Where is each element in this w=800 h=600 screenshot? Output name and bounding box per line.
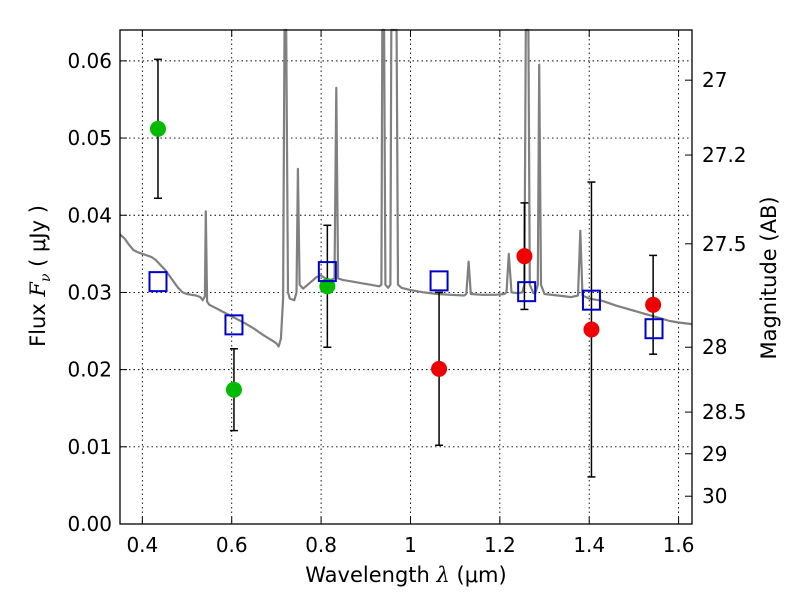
y-tick-label: 0.06 xyxy=(67,49,112,73)
model-flux-square xyxy=(429,270,449,292)
y2-tick-label: 30 xyxy=(702,484,727,508)
y2-tick-label: 27.5 xyxy=(702,232,747,256)
y2-tick-label: 29 xyxy=(702,442,727,466)
y2-tick-label: 27 xyxy=(702,68,727,92)
x-tick-label: 1.4 xyxy=(573,533,605,557)
y2-tick-label: 27.2 xyxy=(702,143,747,167)
y-tick-label: 0.00 xyxy=(67,512,112,536)
y-tick-label: 0.02 xyxy=(67,358,112,382)
y2-tick-label: 28.5 xyxy=(702,400,747,424)
y-tick-label: 0.05 xyxy=(67,126,112,150)
y-axis-label: Flux Fν ( μJy ) xyxy=(26,205,54,347)
y-tick-label: 0.01 xyxy=(67,435,112,459)
y-tick-label: 0.04 xyxy=(67,203,112,227)
y2-tick-label: 28 xyxy=(702,335,727,359)
model-flux-square xyxy=(517,281,537,303)
flux-point-red xyxy=(431,360,448,377)
model-flux-square xyxy=(581,289,601,311)
model-flux-square xyxy=(644,318,664,340)
x-tick-label: 0.8 xyxy=(305,533,337,557)
axis-ticks: 0.4 0.6 0.8 1 1.2 1.4 1.6 0.00 0.01 0.02 0.03 0.04 0… xyxy=(67,30,747,557)
model-flux-square xyxy=(317,261,337,283)
flux-point-green xyxy=(319,278,336,295)
y2-axis-label: Magnitude (AB) xyxy=(757,196,781,359)
model-flux-square xyxy=(224,314,244,336)
flux-point-green xyxy=(149,120,166,137)
flux-point-red xyxy=(645,296,662,313)
data-markers xyxy=(148,120,664,398)
x-tick-label: 1 xyxy=(404,533,417,557)
model-flux-square xyxy=(148,271,168,293)
plot-frame xyxy=(119,29,693,525)
x-tick-label: 0.6 xyxy=(216,533,248,557)
y-tick-label: 0.03 xyxy=(67,280,112,304)
flux-point-green xyxy=(225,381,242,398)
x-tick-label: 1.6 xyxy=(663,533,695,557)
x-axis-label: Wavelength λ (μm) xyxy=(305,563,506,587)
x-tick-label: 1.2 xyxy=(484,533,516,557)
flux-point-red xyxy=(583,321,600,338)
x-tick-label: 0.4 xyxy=(126,533,158,557)
flux-point-red xyxy=(516,248,533,265)
